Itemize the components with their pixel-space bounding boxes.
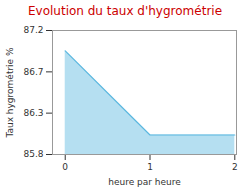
svg-text:heure par heure: heure par heure — [108, 177, 181, 187]
html-text:Evolution du taux d'hygrométri: Evolution du taux d'hygrométrie — [28, 4, 222, 18]
svg-text:1: 1 — [147, 162, 153, 172]
svg-text:85.8: 85.8 — [23, 149, 43, 159]
svg-text:86.7: 86.7 — [23, 67, 43, 77]
svg-text:87.2: 87.2 — [23, 25, 43, 35]
svg-text:Taux hygrométrie %: Taux hygrométrie % — [5, 47, 15, 139]
svg-text:86.3: 86.3 — [23, 108, 43, 118]
svg-text:2: 2 — [232, 162, 238, 172]
svg-text:0: 0 — [62, 162, 68, 172]
